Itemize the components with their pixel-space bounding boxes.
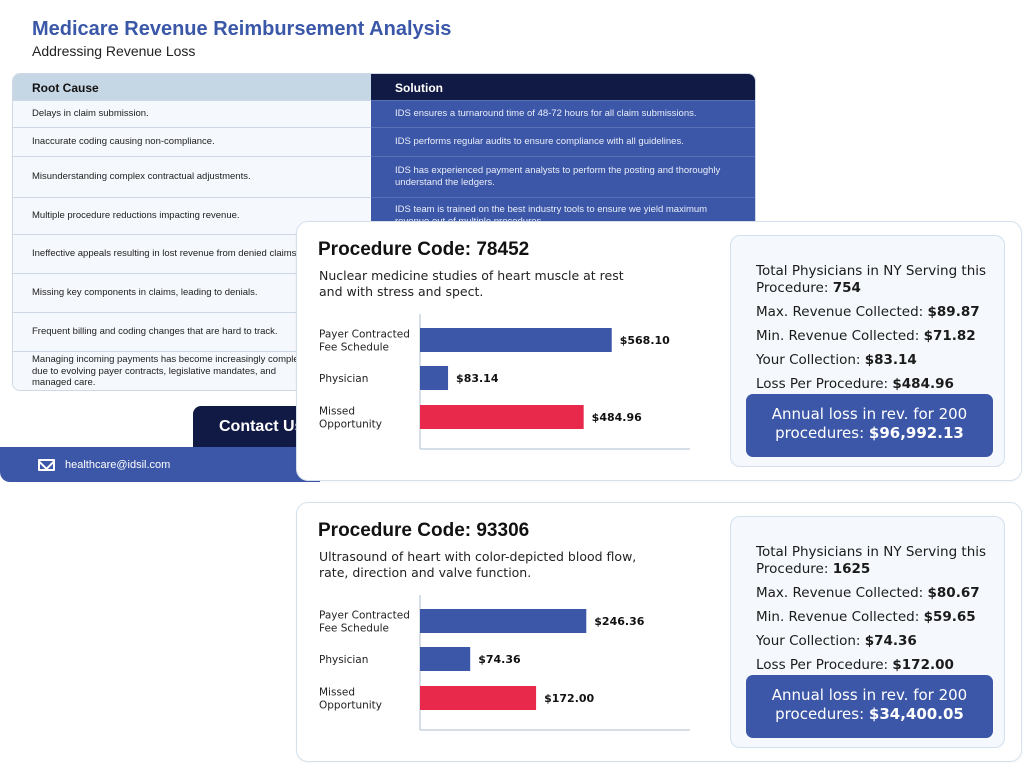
max-label: Max. Revenue Collected: [756, 585, 924, 601]
annual-loss-box: Annual loss in rev. for 200 procedures: … [746, 675, 993, 738]
table-row: Inaccurate coding causing non-compliance… [13, 127, 755, 156]
table-row: Misunderstanding complex contractual adj… [13, 156, 755, 197]
solution-cell: IDS ensures a turnaround time of 48-72 h… [371, 100, 755, 127]
loss-value: $172.00 [892, 657, 954, 673]
page-title: Medicare Revenue Reimbursement Analysis [32, 18, 452, 40]
loss-label: Loss Per Procedure: [756, 657, 889, 673]
procedure-stats-panel: Total Physicians in NY Serving this Proc… [730, 516, 1005, 748]
chart-category-label: Physician [319, 654, 368, 666]
chart-category-label: Physician [319, 373, 368, 385]
chart-category-label: Opportunity [319, 419, 382, 431]
annual-loss-value: $96,992.13 [868, 424, 964, 442]
chart-value-label: $568.10 [620, 334, 670, 347]
min-value: $59.65 [923, 609, 976, 625]
annual-loss-value: $34,400.05 [868, 705, 964, 723]
chart-bar [420, 647, 471, 671]
min-label: Min. Revenue Collected: [756, 328, 920, 344]
your-value: $83.14 [864, 352, 917, 368]
contact-email[interactable]: healthcare@idsil.com [65, 458, 171, 471]
chart-bar [420, 328, 612, 352]
max-label: Max. Revenue Collected: [756, 304, 924, 320]
chart-value-label: $246.36 [594, 615, 644, 628]
contact-bar: healthcare@idsil.com [0, 447, 320, 482]
min-label: Min. Revenue Collected: [756, 609, 920, 625]
chart-bar [420, 366, 449, 390]
chart-value-label: $484.96 [592, 411, 642, 424]
header-solution: Solution [371, 74, 755, 100]
solution-cell: IDS has experienced payment analysts to … [371, 156, 755, 197]
chart-category-label: Missed [319, 687, 355, 699]
your-label: Your Collection: [756, 352, 861, 368]
chart-category-label: Payer Contracted [319, 610, 410, 622]
cause-cell: Inaccurate coding causing non-compliance… [13, 128, 371, 156]
chart-bar [420, 405, 584, 429]
annual-loss-label: Annual loss in rev. for 200 procedures: [771, 405, 968, 442]
table-row: Managing incoming payments has become in… [13, 351, 755, 390]
loss-per-procedure-stat: Loss Per Procedure: $484.96 [756, 376, 954, 393]
min-revenue-stat: Min. Revenue Collected: $71.82 [756, 328, 976, 345]
procedure-card: Procedure Code: 93306 Ultrasound of hear… [296, 502, 1022, 762]
procedure-description: Nuclear medicine studies of heart muscle… [319, 268, 624, 299]
procedure-description: Ultrasound of heart with color-depicted … [319, 549, 637, 580]
chart-category-label: Missed [319, 406, 355, 418]
procedure-card: Procedure Code: 78452 Nuclear medicine s… [296, 221, 1022, 481]
procedure-code: Procedure Code: 93306 [318, 520, 530, 541]
chart-category-label: Payer Contracted [319, 329, 410, 341]
chart-category-label: Fee Schedule [319, 342, 389, 354]
physicians-value: 1625 [832, 561, 871, 577]
page-subtitle: Addressing Revenue Loss [32, 43, 196, 59]
chart-category-label: Opportunity [319, 700, 382, 712]
solution-cell: IDS performs regular audits to ensure co… [371, 127, 755, 156]
cause-cell: Managing incoming payments has become in… [13, 352, 313, 390]
physicians-label: Total Physicians in NY Serving this Proc… [756, 544, 987, 577]
table-row: Delays in claim submission. IDS ensures … [13, 100, 755, 127]
your-value: $74.36 [864, 633, 917, 649]
chart-value-label: $83.14 [456, 372, 499, 385]
chart-value-label: $172.00 [544, 692, 594, 705]
your-collection-stat: Your Collection: $83.14 [756, 352, 917, 369]
physicians-stat: Total Physicians in NY Serving this Proc… [756, 263, 991, 297]
annual-loss-label: Annual loss in rev. for 200 procedures: [771, 686, 968, 723]
max-revenue-stat: Max. Revenue Collected: $80.67 [756, 585, 980, 602]
loss-per-procedure-stat: Loss Per Procedure: $172.00 [756, 657, 954, 674]
your-collection-stat: Your Collection: $74.36 [756, 633, 917, 650]
chart-bar [420, 609, 587, 633]
header-root-cause: Root Cause [13, 74, 371, 100]
table-header: Root Cause Solution [13, 74, 755, 100]
chart-category-label: Fee Schedule [319, 623, 389, 635]
loss-label: Loss Per Procedure: [756, 376, 889, 392]
cause-cell: Delays in claim submission. [13, 101, 371, 127]
max-revenue-stat: Max. Revenue Collected: $89.87 [756, 304, 980, 321]
your-label: Your Collection: [756, 633, 861, 649]
chart-value-label: $74.36 [478, 653, 521, 666]
min-value: $71.82 [923, 328, 976, 344]
mail-icon [38, 458, 55, 471]
procedure-code: Procedure Code: 78452 [318, 239, 530, 260]
chart-bar [420, 686, 537, 710]
physicians-value: 754 [832, 280, 861, 296]
physicians-stat: Total Physicians in NY Serving this Proc… [756, 544, 991, 578]
loss-value: $484.96 [892, 376, 954, 392]
procedure-stats-panel: Total Physicians in NY Serving this Proc… [730, 235, 1005, 467]
cause-cell: Misunderstanding complex contractual adj… [13, 157, 371, 197]
max-value: $80.67 [927, 585, 980, 601]
annual-loss-box: Annual loss in rev. for 200 procedures: … [746, 394, 993, 457]
min-revenue-stat: Min. Revenue Collected: $59.65 [756, 609, 976, 626]
physicians-label: Total Physicians in NY Serving this Proc… [756, 263, 987, 296]
max-value: $89.87 [927, 304, 980, 320]
